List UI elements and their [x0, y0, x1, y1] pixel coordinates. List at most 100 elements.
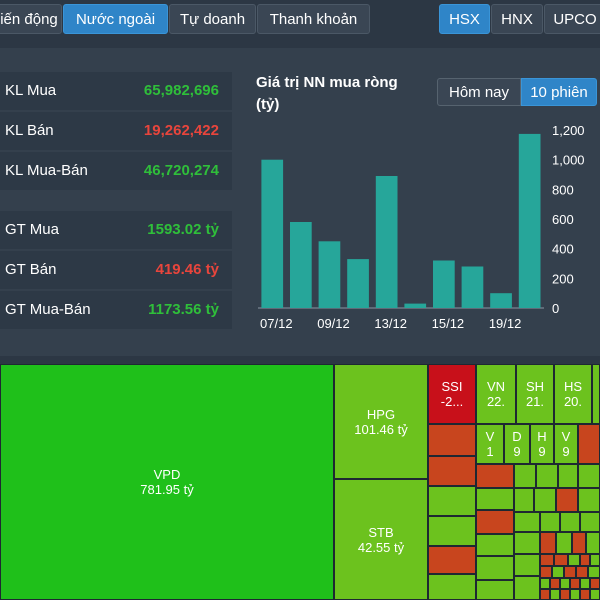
value-label: 101.46 tỷ: [354, 421, 408, 437]
ticker-label: D: [512, 429, 522, 444]
treemap-cell[interactable]: [570, 578, 580, 589]
treemap-cell[interactable]: [540, 566, 552, 578]
treemap-cell[interactable]: [428, 486, 476, 516]
treemap-cell[interactable]: [580, 589, 590, 600]
chart-title-line2: (tỷ): [256, 96, 280, 113]
treemap-cell[interactable]: [576, 566, 588, 578]
tab-bien-dong[interactable]: iến động: [0, 4, 62, 34]
tab-thanh-khoan[interactable]: Thanh khoản: [257, 4, 370, 34]
value-label: 781.95 tỷ: [140, 482, 194, 497]
treemap-cell[interactable]: [428, 456, 476, 486]
treemap-cell[interactable]: [514, 512, 540, 532]
stat-gt-mua: GT Mua 1593.02 tỷ: [0, 211, 232, 249]
value-label: 42.55 tỷ: [357, 539, 405, 555]
exchange-upcom[interactable]: UPCO: [544, 4, 600, 34]
treemap-cell[interactable]: [540, 589, 550, 600]
treemap-cell[interactable]: [476, 488, 514, 510]
treemap-cell[interactable]: [580, 554, 590, 566]
stat-value: 419.46 tỷ: [155, 261, 219, 278]
stat-value: 46,720,274: [143, 162, 219, 179]
treemap-cell[interactable]: [428, 574, 476, 600]
tab-tu-doanh[interactable]: Tự doanh: [169, 4, 256, 34]
treemap-cell[interactable]: [428, 516, 476, 546]
treemap-cell[interactable]: [476, 556, 514, 580]
treemap-cell[interactable]: [556, 532, 572, 554]
treemap-cell[interactable]: [558, 464, 578, 488]
stat-kl-ban: KL Bán 19,262,422: [0, 112, 232, 150]
treemap-cell[interactable]: [560, 512, 580, 532]
treemap-cell[interactable]: [560, 578, 570, 589]
treemap-cell[interactable]: [590, 554, 600, 566]
treemap-cell[interactable]: [514, 464, 536, 488]
ticker-label: HS: [563, 379, 583, 394]
treemap-cell[interactable]: [560, 589, 570, 600]
treemap-cell[interactable]: [550, 578, 560, 589]
treemap-cell-v1[interactable]: V 1: [476, 424, 504, 464]
stat-label: GT Mua: [5, 221, 59, 238]
chart-title: Giá trị NN mua ròng (tỷ): [256, 72, 426, 116]
value-label: 9: [562, 444, 570, 459]
ticker-label: VN: [486, 379, 506, 394]
chart-title-line1: Giá trị NN mua ròng: [256, 74, 398, 91]
treemap-cell[interactable]: [540, 512, 560, 532]
stat-label: KL Bán: [5, 122, 54, 139]
treemap-cell[interactable]: [514, 576, 540, 600]
treemap-cell[interactable]: [564, 566, 576, 578]
treemap-cell-h9[interactable]: H 9: [530, 424, 554, 464]
treemap-cell-ssi[interactable]: SSI -2...: [428, 364, 476, 424]
treemap-cell[interactable]: [586, 532, 600, 554]
treemap-cell[interactable]: [540, 554, 554, 566]
period-10-sessions-button[interactable]: 10 phiên: [521, 78, 597, 106]
exchange-hnx[interactable]: HNX: [491, 4, 543, 34]
treemap-cell[interactable]: [556, 488, 578, 512]
treemap-cell[interactable]: [428, 546, 476, 574]
treemap-cell[interactable]: [580, 512, 600, 532]
treemap-cell[interactable]: [590, 589, 600, 600]
tab-nuoc-ngoai[interactable]: Nước ngoài: [63, 4, 168, 34]
ticker-label: STB: [368, 524, 394, 540]
treemap-cell-v9[interactable]: V 9: [554, 424, 578, 464]
exchange-hsx[interactable]: HSX: [439, 4, 490, 34]
treemap-cell[interactable]: [568, 554, 580, 566]
treemap-cell[interactable]: [476, 464, 514, 488]
treemap-cell-hpg[interactable]: HPG 101.46 tỷ: [334, 364, 428, 479]
stat-label: GT Bán: [5, 261, 57, 278]
treemap-cell[interactable]: [578, 464, 600, 488]
treemap-cell[interactable]: [572, 532, 586, 554]
treemap-cell[interactable]: [476, 580, 514, 600]
treemap-cell[interactable]: [540, 578, 550, 589]
divider: [0, 356, 600, 364]
treemap-cell-stb[interactable]: STB 42.55 tỷ: [334, 479, 428, 600]
treemap-cell-vpd[interactable]: VPD 781.95 tỷ: [0, 364, 334, 600]
ticker-label: VPD: [153, 467, 181, 482]
treemap-cell-sh[interactable]: SH 21.: [516, 364, 554, 424]
treemap-cell-vn[interactable]: VN 22.: [476, 364, 516, 424]
period-today-button[interactable]: Hôm nay: [437, 78, 521, 106]
treemap-cell-hs[interactable]: HS 20.: [554, 364, 592, 424]
value-label: 1: [486, 444, 494, 459]
ticker-label: V: [485, 429, 495, 444]
treemap-cell[interactable]: [554, 554, 568, 566]
treemap-cell-d9[interactable]: D 9: [504, 424, 530, 464]
treemap-cell[interactable]: [570, 589, 580, 600]
treemap-cell[interactable]: [588, 566, 600, 578]
stat-value: 1593.02 tỷ: [147, 221, 219, 238]
treemap-cell[interactable]: [514, 532, 540, 554]
treemap-cell[interactable]: [552, 566, 564, 578]
treemap-cell[interactable]: [476, 510, 514, 534]
treemap-cell[interactable]: [476, 534, 514, 556]
treemap-cell[interactable]: [534, 488, 556, 512]
net-buy-treemap: VPD 781.95 tỷ HPG 101.46 tỷ STB 42.55 tỷ…: [0, 364, 600, 600]
treemap-cell[interactable]: [580, 578, 590, 589]
treemap-cell[interactable]: [514, 554, 540, 576]
treemap-cell[interactable]: [540, 532, 556, 554]
treemap-cell[interactable]: [590, 578, 600, 589]
treemap-cell[interactable]: [514, 488, 534, 512]
treemap-cell[interactable]: [578, 424, 600, 464]
treemap-cell[interactable]: [536, 464, 558, 488]
treemap-cell[interactable]: [592, 364, 600, 424]
treemap-cell[interactable]: [550, 589, 560, 600]
treemap-cell[interactable]: [578, 488, 600, 512]
stat-gt-ban: GT Bán 419.46 tỷ: [0, 251, 232, 289]
treemap-cell[interactable]: [428, 424, 476, 456]
